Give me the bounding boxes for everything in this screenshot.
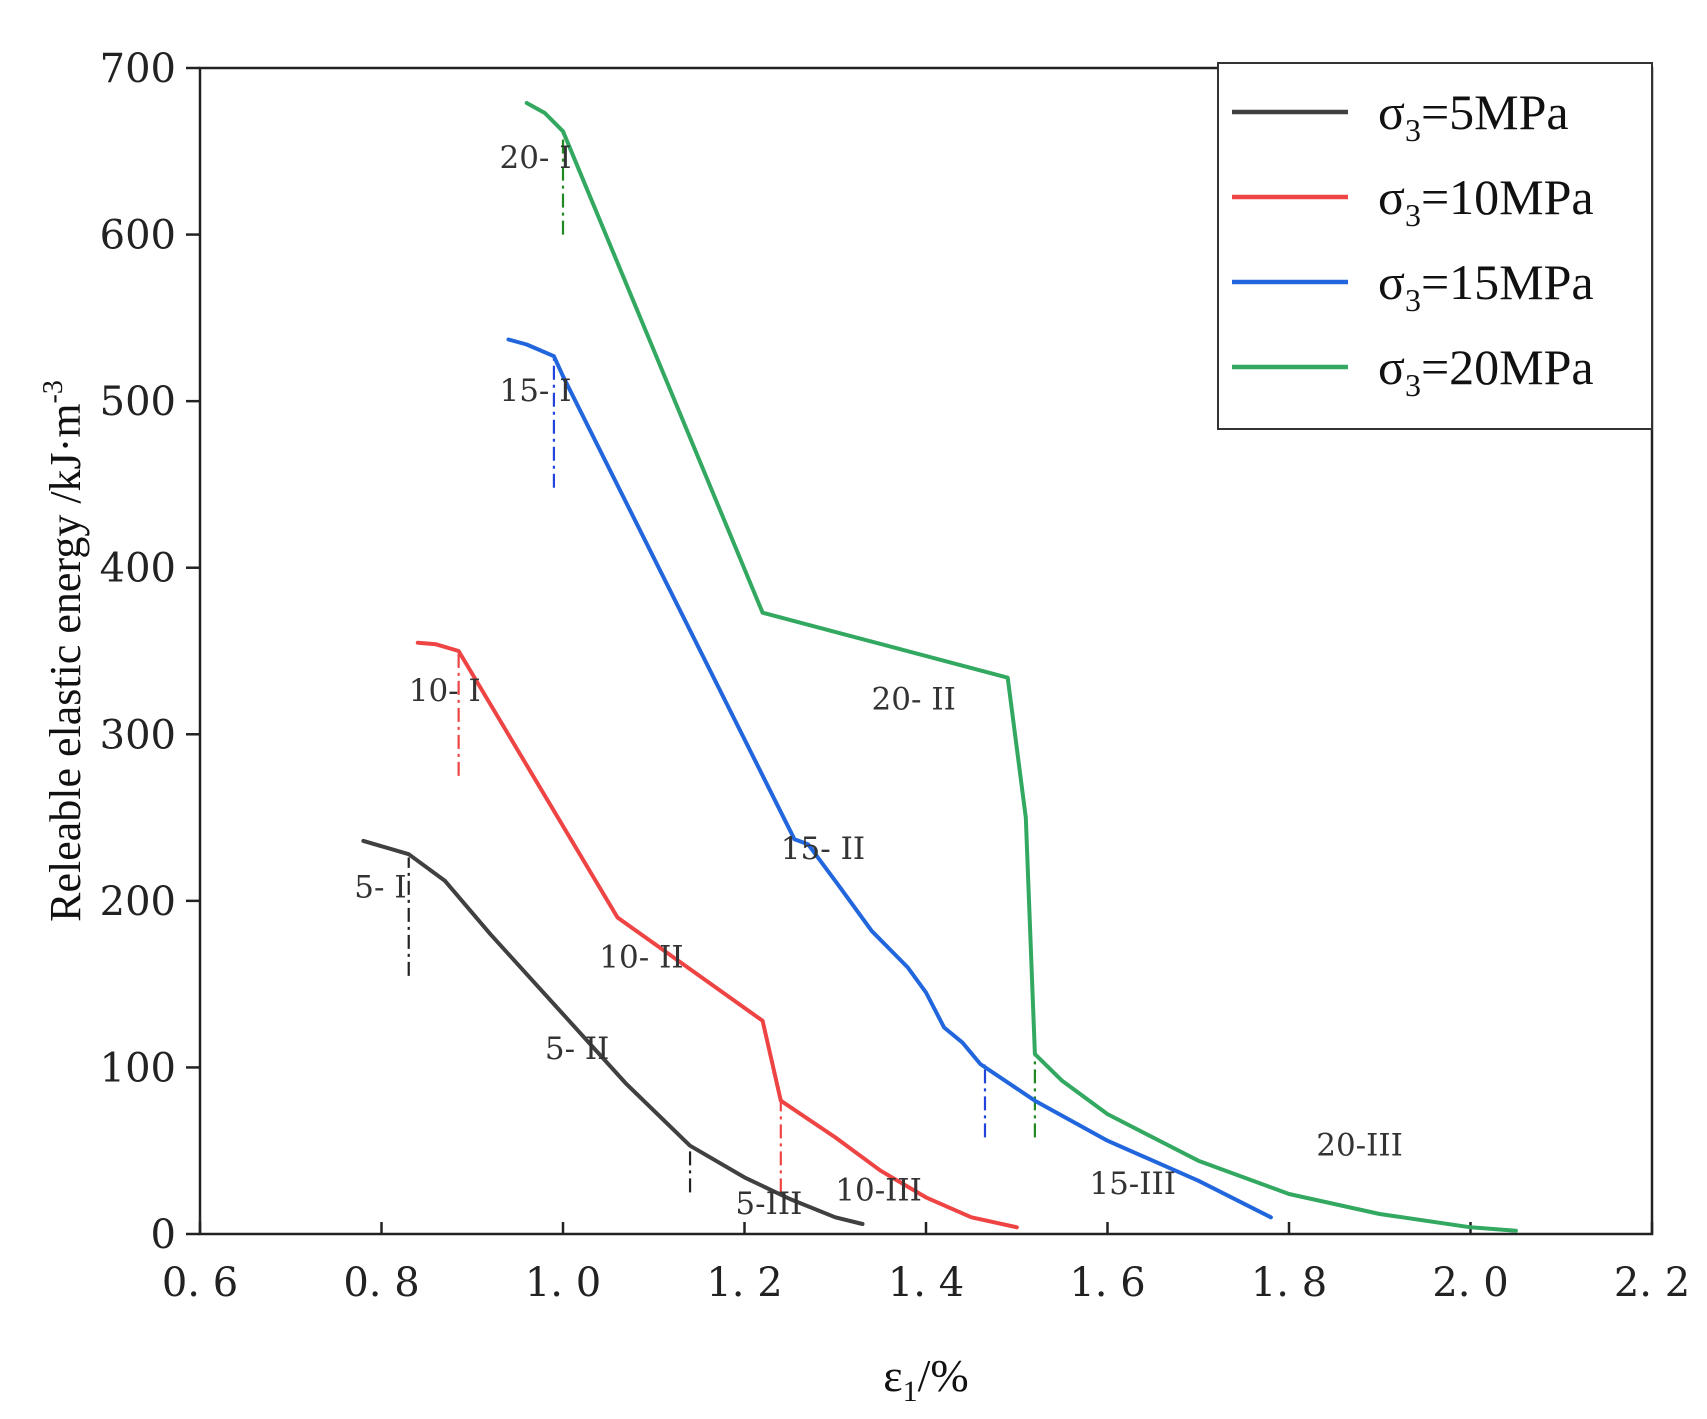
y-axis-title-main: Releable elastic energy /kJ·m [41,403,90,921]
x-tick-label: 1. 6 [1069,1260,1145,1306]
legend-entry-value: =10MPa [1421,169,1594,225]
legend-entry: σ3=20MPa [1378,339,1594,403]
legend-entry-symbol: σ [1378,84,1405,140]
series-line-1 [361,838,865,1226]
series-lines [361,101,1518,1233]
legend-entry-symbol: σ [1378,169,1405,225]
plot-frame [198,66,1654,1236]
x-tick-label: 2. 2 [1614,1260,1690,1306]
stage-label: 20- II [872,681,956,717]
stage-label: 20-III [1316,1128,1403,1164]
stage-label: 15- I [499,373,571,409]
x-axis-title-sub: 1 [903,1375,918,1408]
legend-entry: σ3=15MPa [1378,254,1594,318]
stage-label: 15- II [781,831,865,867]
stage-label: 5- I [354,870,406,906]
stage-label: 15-III [1089,1166,1176,1202]
stage-labels: 5- I 5- II 5-III 10- I 10- II 10-III 15- I 15- … [354,140,1403,1222]
stage-label: 10- I [409,673,481,709]
legend-entry-sub: 3 [1405,367,1421,403]
stage-boundaries [407,131,1037,1193]
x-axis-title-rest: /% [918,1350,969,1401]
stage-label: 20- I [499,140,571,176]
legend-entry: σ3=10MPa [1378,169,1594,233]
x-tick-label: 1. 2 [706,1260,782,1306]
y-tick-label: 100 [100,1045,176,1091]
legend-entry-value: =20MPa [1421,339,1594,395]
y-tick-label: 700 [100,46,176,92]
x-axis-title: ε1/% [883,1350,968,1408]
x-tick-label: 2. 0 [1432,1260,1508,1306]
series-line-4 [524,101,1518,1233]
y-tick-label: 500 [100,379,176,425]
legend-entry-symbol: σ [1378,254,1405,310]
y-tick-label: 300 [100,712,176,758]
axis-ticks: 0. 6 0. 8 1. 0 1. 2 1. 4 1. 6 1. 8 2. 0 2. 2 0 100… [100,46,1691,1306]
legend-entry-symbol: σ [1378,339,1405,395]
x-tick-label: 1. 8 [1251,1260,1327,1306]
x-tick-label: 1. 0 [525,1260,601,1306]
y-tick-label: 600 [100,213,176,259]
legend-entry-sub: 3 [1405,282,1421,318]
x-tick-label: 0. 6 [162,1260,238,1306]
y-axis-title-sup: -3 [38,380,69,403]
stage-label: 5-III [735,1186,802,1222]
stage-label: 10-III [835,1173,922,1209]
y-axis-title: Releable elastic energy /kJ·m-3 [38,380,90,922]
series-line-3 [506,337,1273,1220]
x-axis-title-main: ε [883,1350,902,1401]
legend-entry-sub: 3 [1405,197,1421,233]
legend-entry-value: =15MPa [1421,254,1594,310]
legend-entry: σ3=5MPa [1378,84,1569,148]
y-tick-label: 0 [151,1212,176,1258]
legend-entry-value: =5MPa [1421,84,1569,140]
y-tick-label: 400 [100,546,176,592]
legend-entry-sub: 3 [1405,112,1421,148]
stage-label: 5- II [545,1031,610,1067]
x-tick-label: 0. 8 [343,1260,419,1306]
y-tick-label: 200 [100,879,176,925]
stage-label: 10- II [599,939,683,975]
x-tick-label: 1. 4 [888,1260,964,1306]
series-line-2 [415,640,1019,1230]
